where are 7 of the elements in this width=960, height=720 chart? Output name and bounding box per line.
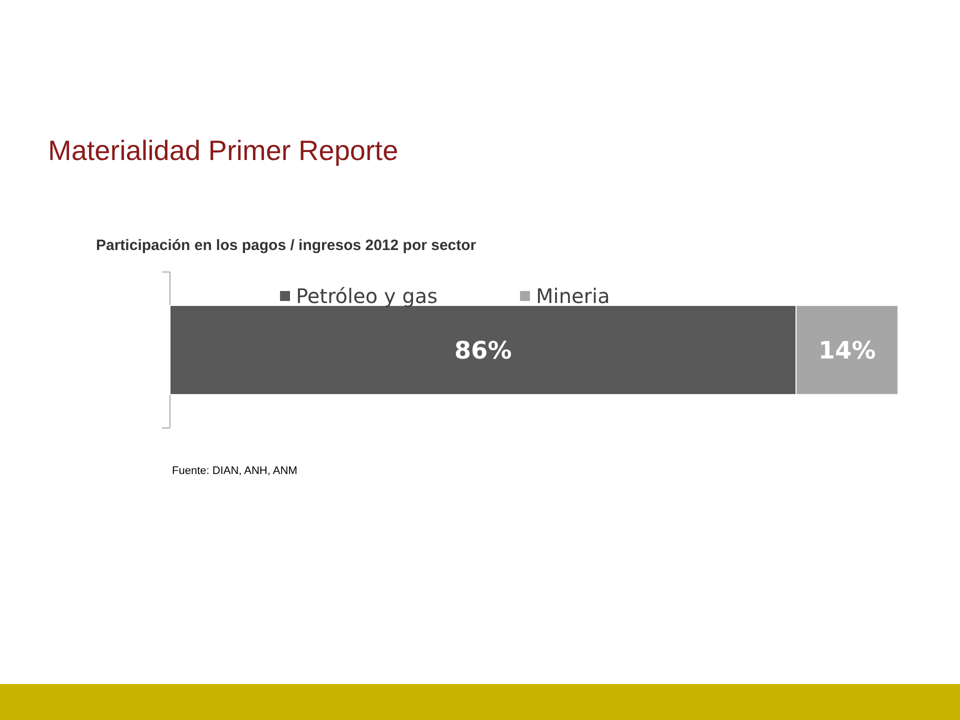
data-label: 14% xyxy=(818,336,876,364)
chart-title: Materialidad Primer Reporte xyxy=(48,135,398,166)
data-label: 86% xyxy=(454,336,512,364)
legend-label: Mineria xyxy=(536,284,610,308)
series-label: Petróleo y gas xyxy=(296,284,438,308)
chart-subtitle: Participación en los pagos / ingresos 2012 por sector xyxy=(96,237,476,254)
source-note: Fuente: DIAN, ANH, ANM xyxy=(172,465,298,477)
